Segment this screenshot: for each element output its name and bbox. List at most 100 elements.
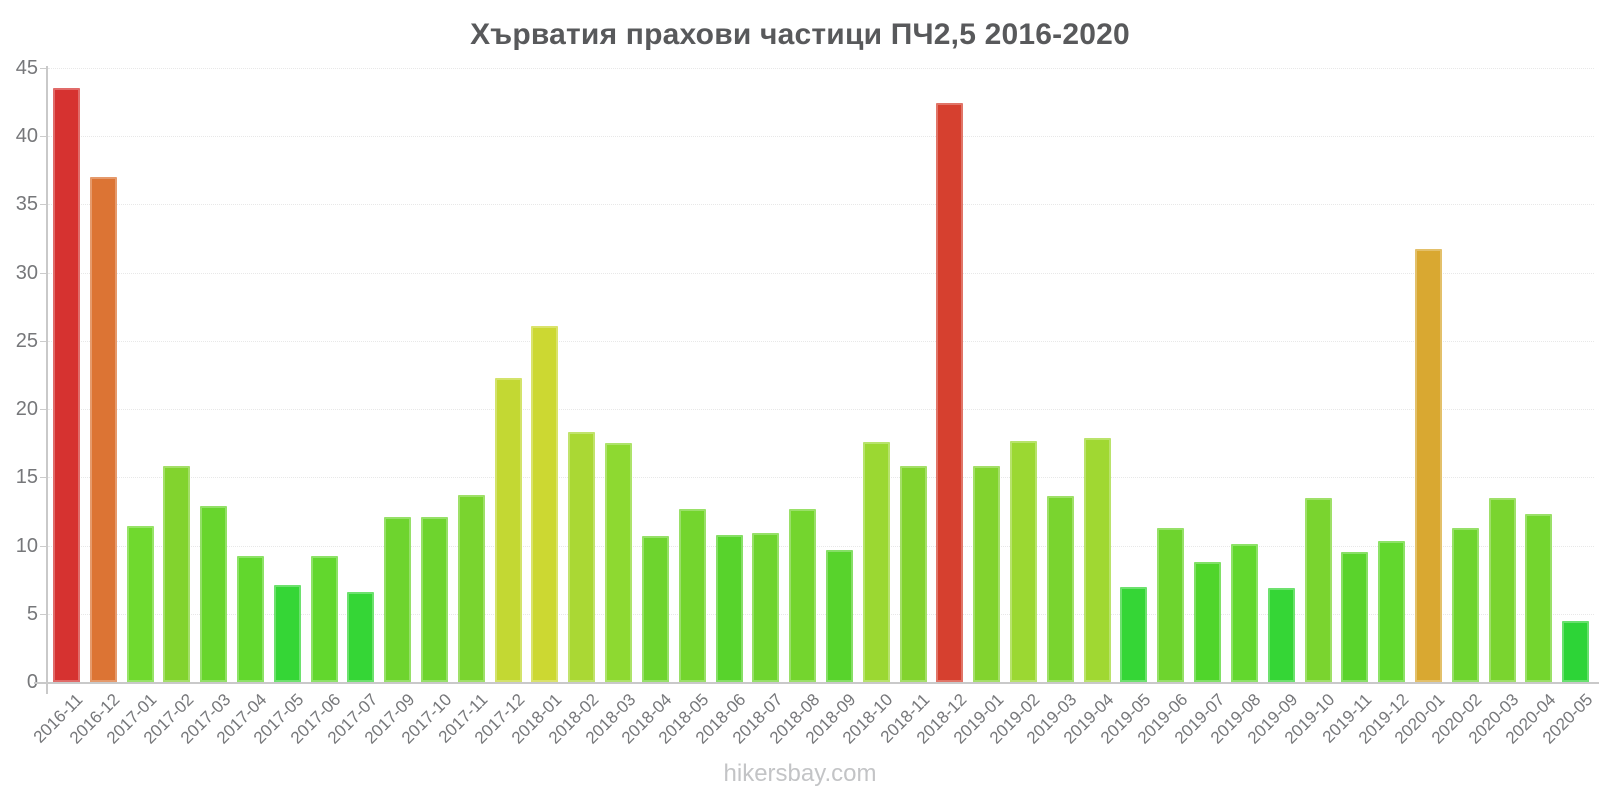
bar-slot-2019-09 <box>1263 68 1300 682</box>
bar-2020-01 <box>1414 249 1442 682</box>
bar-slot-2020-04 <box>1521 68 1558 682</box>
y-tick-20 <box>40 409 46 411</box>
bars-container <box>48 68 1594 682</box>
bar-slot-2017-07 <box>343 68 380 682</box>
bar-2020-02 <box>1451 527 1479 682</box>
bar-slot-2018-09 <box>821 68 858 682</box>
bar-2017-12 <box>494 377 522 682</box>
bar-2018-01 <box>531 325 559 682</box>
bar-slot-2019-04 <box>1079 68 1116 682</box>
bar-2020-03 <box>1488 497 1516 682</box>
y-tick-label-25: 25 <box>15 329 38 352</box>
bar-slot-2017-06 <box>306 68 343 682</box>
bar-slot-2018-10 <box>858 68 895 682</box>
y-tick-label-30: 30 <box>15 261 38 284</box>
gridline-35 <box>48 204 1594 206</box>
bar-2018-09 <box>825 549 853 682</box>
y-tick-15 <box>40 477 46 479</box>
bar-slot-2020-02 <box>1447 68 1484 682</box>
gridline-10 <box>48 545 1594 547</box>
bar-2017-03 <box>200 506 228 682</box>
bar-slot-2018-03 <box>600 68 637 682</box>
bar-slot-2019-12 <box>1373 68 1410 682</box>
bar-2019-08 <box>1230 544 1258 682</box>
gridline-30 <box>48 272 1594 274</box>
bar-2018-04 <box>641 536 669 682</box>
bar-2019-07 <box>1194 561 1222 682</box>
bar-2018-10 <box>862 441 890 682</box>
bar-2016-12 <box>89 177 117 682</box>
bar-slot-2019-10 <box>1300 68 1337 682</box>
bar-slot-2020-03 <box>1484 68 1521 682</box>
bar-2019-10 <box>1304 497 1332 682</box>
y-tick-5 <box>40 613 46 615</box>
bar-slot-2019-03 <box>1042 68 1079 682</box>
bar-slot-2017-05 <box>269 68 306 682</box>
bar-slot-2017-02 <box>158 68 195 682</box>
bar-slot-2019-11 <box>1336 68 1373 682</box>
bar-2019-01 <box>973 466 1001 682</box>
bar-slot-2017-11 <box>453 68 490 682</box>
y-tick-label-0: 0 <box>26 671 38 693</box>
footer-watermark: hikersbay.com <box>723 760 877 787</box>
bar-slot-2018-12 <box>932 68 969 682</box>
bar-slot-2018-06 <box>711 68 748 682</box>
bar-2019-02 <box>1010 440 1038 682</box>
y-tick-label-35: 35 <box>15 193 38 216</box>
bar-2017-07 <box>347 591 375 682</box>
bar-slot-2017-12 <box>490 68 527 682</box>
y-tick-label-10: 10 <box>15 534 38 557</box>
bar-slot-2020-05 <box>1557 68 1594 682</box>
y-tick-label-45: 45 <box>15 57 38 79</box>
bar-2018-03 <box>605 443 633 682</box>
y-tick-35 <box>40 204 46 206</box>
bar-slot-2016-12 <box>85 68 122 682</box>
bar-slot-2017-01 <box>122 68 159 682</box>
bar-2019-12 <box>1378 541 1406 682</box>
bar-slot-2017-04 <box>232 68 269 682</box>
bar-2019-03 <box>1046 496 1074 682</box>
y-tick-10 <box>40 545 46 547</box>
y-tick-30 <box>40 272 46 274</box>
y-axis-line <box>46 66 48 694</box>
bar-slot-2016-11 <box>48 68 85 682</box>
bar-2020-05 <box>1562 620 1590 682</box>
bar-2017-11 <box>457 495 485 682</box>
bar-slot-2018-02 <box>563 68 600 682</box>
bar-2018-12 <box>936 103 964 682</box>
gridline-25 <box>48 340 1594 342</box>
bar-slot-2018-01 <box>527 68 564 682</box>
bar-slot-2018-05 <box>674 68 711 682</box>
gridline-20 <box>48 409 1594 411</box>
bar-2018-05 <box>678 508 706 682</box>
y-tick-25 <box>40 340 46 342</box>
bar-2017-05 <box>273 585 301 682</box>
bar-2017-10 <box>421 516 449 682</box>
bar-2019-09 <box>1267 587 1295 682</box>
bar-slot-2017-03 <box>195 68 232 682</box>
bar-slot-2020-01 <box>1410 68 1447 682</box>
x-axis-line <box>34 682 1599 684</box>
bar-2019-06 <box>1157 527 1185 682</box>
chart-title: Хърватия прахови частици ПЧ2,5 2016-2020 <box>470 18 1130 51</box>
y-tick-40 <box>40 136 46 138</box>
gridline-5 <box>48 613 1594 615</box>
plot-area <box>34 66 1599 694</box>
gridline-40 <box>48 136 1594 138</box>
y-tick-label-15: 15 <box>15 466 38 489</box>
bar-slot-2019-01 <box>968 68 1005 682</box>
y-tick-label-5: 5 <box>26 602 38 625</box>
gridline-15 <box>48 477 1594 479</box>
bar-slot-2018-07 <box>747 68 784 682</box>
bar-slot-2017-09 <box>379 68 416 682</box>
bar-slot-2019-08 <box>1226 68 1263 682</box>
bar-2018-07 <box>752 533 780 682</box>
bar-2020-04 <box>1525 514 1553 682</box>
bar-slot-2019-07 <box>1189 68 1226 682</box>
gridline-45 <box>48 68 1594 69</box>
bar-2018-02 <box>568 432 596 682</box>
bar-slot-2018-04 <box>637 68 674 682</box>
bar-2017-01 <box>126 526 154 682</box>
bar-slot-2019-06 <box>1152 68 1189 682</box>
